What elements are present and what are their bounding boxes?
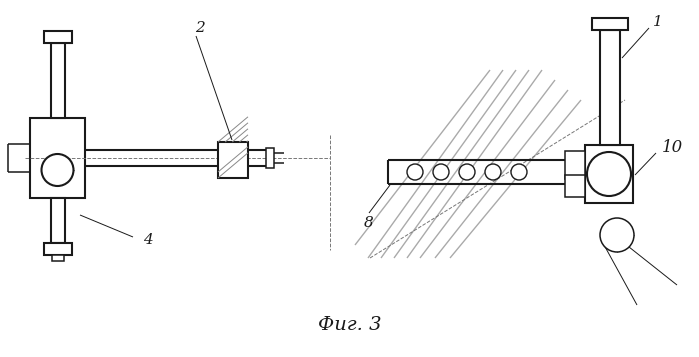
Circle shape: [511, 164, 527, 180]
Text: 10: 10: [661, 140, 683, 156]
Circle shape: [41, 154, 73, 186]
Bar: [218, 142, 248, 178]
Text: 2: 2: [195, 21, 205, 35]
Text: 1: 1: [653, 15, 663, 29]
Text: 8: 8: [364, 216, 374, 230]
Bar: [43, 31, 71, 43]
Circle shape: [407, 164, 423, 180]
Text: Фиг. 3: Фиг. 3: [318, 316, 382, 334]
Bar: [266, 148, 274, 168]
Bar: [565, 175, 585, 197]
Bar: [565, 151, 585, 179]
Bar: [52, 255, 64, 261]
Bar: [50, 198, 64, 243]
Bar: [50, 43, 64, 118]
Text: 4: 4: [143, 233, 153, 247]
Circle shape: [600, 218, 634, 252]
Bar: [30, 118, 85, 198]
Bar: [592, 18, 628, 30]
Circle shape: [433, 164, 449, 180]
Bar: [585, 145, 633, 203]
Circle shape: [485, 164, 501, 180]
Bar: [600, 30, 620, 145]
Circle shape: [587, 152, 631, 196]
Circle shape: [459, 164, 475, 180]
Bar: [43, 243, 71, 255]
